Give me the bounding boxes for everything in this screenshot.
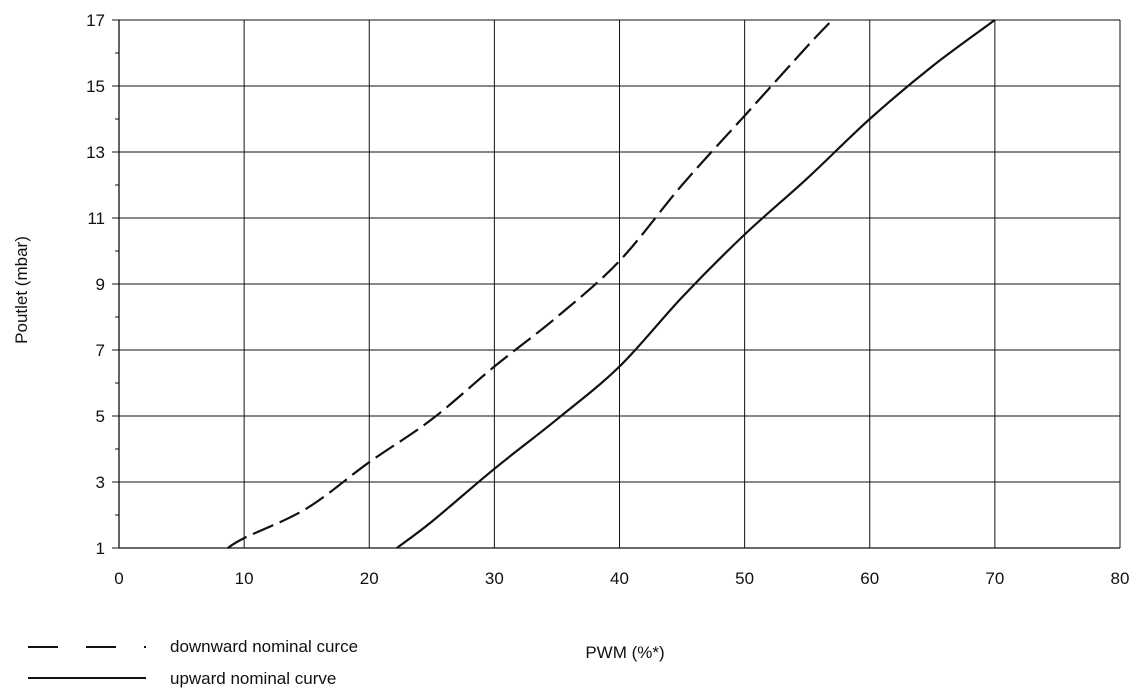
y-tick-label: 15 bbox=[86, 77, 105, 96]
y-tick-label: 9 bbox=[96, 275, 105, 294]
y-tick-label: 13 bbox=[86, 143, 105, 162]
series-line-upward bbox=[396, 19, 996, 549]
series-line-downward bbox=[227, 19, 834, 549]
y-tick-label: 3 bbox=[96, 473, 105, 492]
y-tick-label: 1 bbox=[96, 539, 105, 558]
x-tick-label: 0 bbox=[114, 569, 123, 588]
grid bbox=[119, 19, 1121, 548]
x-axis-title: PWM (%*) bbox=[585, 643, 664, 662]
axes bbox=[112, 19, 1120, 549]
x-tick-label: 10 bbox=[235, 569, 254, 588]
legend-label: downward nominal curce bbox=[170, 637, 358, 656]
x-tick-label: 60 bbox=[860, 569, 879, 588]
x-tick-label: 30 bbox=[485, 569, 504, 588]
x-tick-label: 70 bbox=[985, 569, 1004, 588]
x-tick-labels: 0 10 20 30 40 50 60 70 80 bbox=[114, 569, 1129, 588]
x-tick-label: 40 bbox=[610, 569, 629, 588]
legend-label: upward nominal curve bbox=[170, 669, 336, 688]
y-tick-label: 11 bbox=[87, 209, 105, 228]
x-tick-label: 50 bbox=[735, 569, 754, 588]
x-tick-label: 80 bbox=[1111, 569, 1130, 588]
legend: downward nominal curce upward nominal cu… bbox=[28, 637, 358, 688]
minor-ticks bbox=[115, 52, 119, 516]
y-tick-label: 5 bbox=[96, 407, 105, 426]
x-tick-label: 20 bbox=[360, 569, 379, 588]
y-tick-label: 7 bbox=[96, 341, 105, 360]
y-axis-title: Poutlet (mbar) bbox=[12, 236, 31, 344]
y-tick-label: 17 bbox=[86, 11, 105, 30]
series-group bbox=[227, 19, 996, 549]
